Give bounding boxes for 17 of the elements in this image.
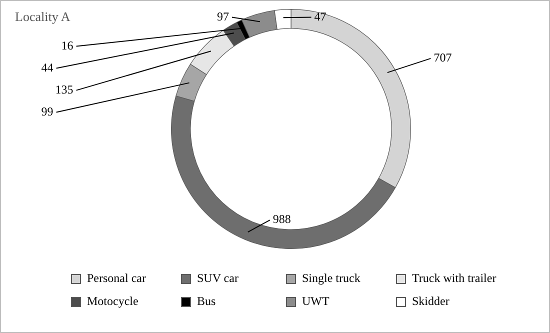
data-label: 16 <box>61 38 74 52</box>
legend-label: Single truck <box>302 271 360 286</box>
chart-title: Locality A <box>15 9 70 25</box>
legend-label: Skidder <box>412 294 450 309</box>
legend-label: Motocycle <box>87 294 138 309</box>
data-label: 47 <box>314 9 326 24</box>
legend-label: Truck with trailer <box>412 271 496 286</box>
data-label: 707 <box>434 50 452 65</box>
data-label: 99 <box>41 104 54 118</box>
legend-label: UWT <box>302 294 330 309</box>
data-label: 988 <box>272 212 291 226</box>
legend-label: Bus <box>197 294 216 309</box>
data-label: 97 <box>216 9 229 24</box>
legend-label: Personal car <box>87 271 146 286</box>
legend-label: SUV car <box>197 271 238 286</box>
data-label: 44 <box>41 60 54 74</box>
data-label: 135 <box>55 82 74 96</box>
